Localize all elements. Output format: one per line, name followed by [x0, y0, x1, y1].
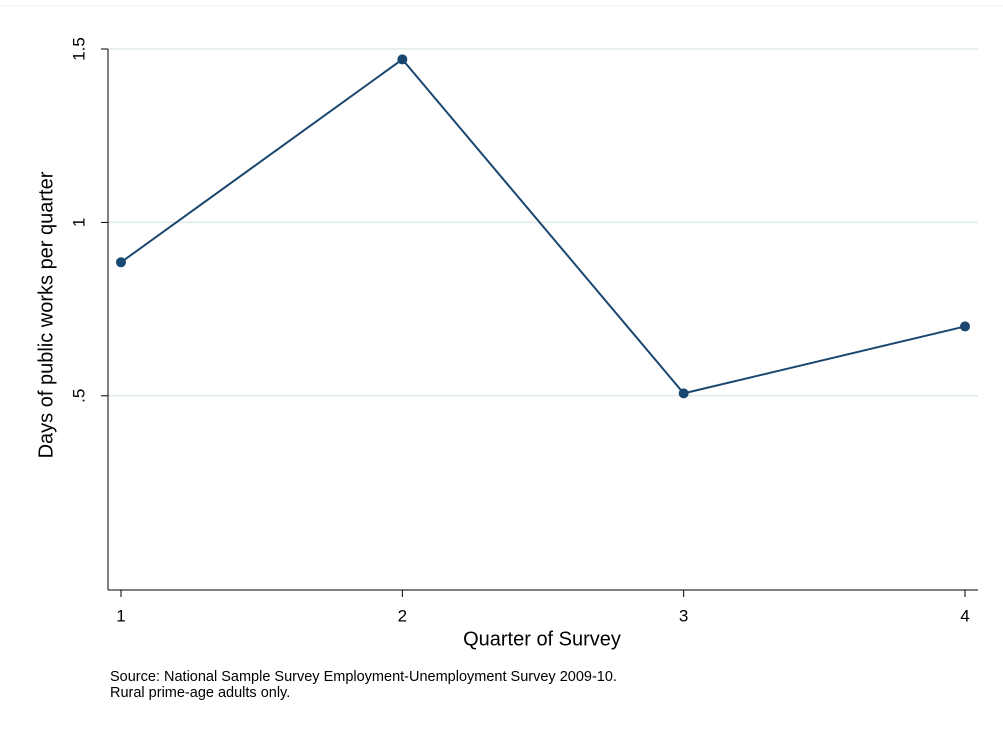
- note: Rural prime-age adults only.: [110, 685, 290, 701]
- x-axis-title: Quarter of Survey: [463, 628, 621, 650]
- data-point: [116, 257, 126, 268]
- data-point: [397, 54, 408, 65]
- data-point: [678, 388, 689, 399]
- data-point: [960, 321, 970, 332]
- y-tick-label: 1.5: [69, 37, 88, 61]
- y-tick-label: .5: [69, 389, 88, 403]
- y-axis-title: Days of public works per quarter: [35, 171, 57, 458]
- x-tick-label: 3: [679, 606, 688, 625]
- note: Source: National Sample Survey Employmen…: [110, 669, 617, 685]
- data-line: [120, 58, 966, 395]
- x-tick-label: 2: [398, 606, 407, 625]
- x-tick-label: 4: [960, 606, 969, 625]
- x-tick-label: 1: [116, 606, 125, 625]
- y-tick-label: 1: [69, 218, 88, 227]
